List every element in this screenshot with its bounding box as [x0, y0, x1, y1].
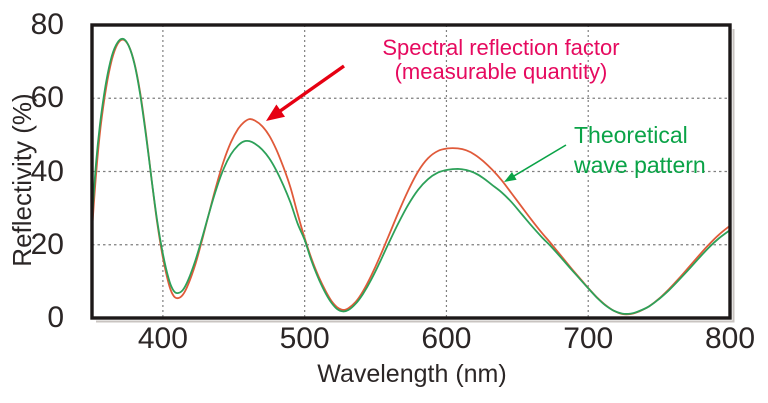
- axis-shadow: [96, 29, 735, 323]
- x-tick-label-400: 400: [137, 322, 188, 355]
- y-tick-label-20: 20: [30, 227, 64, 261]
- theoretical-annotation-arrow: [504, 144, 567, 182]
- annotation-spectral-line1: Spectral reflection factor: [382, 35, 620, 60]
- axis-frame: [90, 23, 732, 320]
- x-tick-label-700: 700: [563, 322, 614, 355]
- spectral-annotation-arrow: [266, 64, 345, 121]
- annotation-theoretical-wave-pattern: Theoretical wave pattern: [574, 120, 706, 180]
- annotation-spectral-line2: (measurable quantity): [394, 59, 608, 84]
- x-tick-label-800: 800: [704, 322, 756, 355]
- y-tick-label-80: 80: [30, 8, 64, 41]
- x-axis-title: Wavelength (nm): [317, 360, 507, 388]
- x-tick-label-500: 500: [279, 322, 330, 355]
- series-curve-1: [91, 37, 731, 315]
- annotation-theoretical-line1: Theoretical: [574, 122, 688, 148]
- annotation-spectral-reflection-factor: Spectral reflection factor (measurable q…: [356, 36, 646, 84]
- y-tick-label-40: 40: [30, 154, 64, 188]
- annotation-theoretical-line2: wave pattern: [574, 152, 706, 178]
- y-tick-label-60: 60: [30, 81, 64, 115]
- y-tick-label-0: 0: [47, 301, 64, 334]
- x-tick-label-600: 600: [421, 322, 472, 355]
